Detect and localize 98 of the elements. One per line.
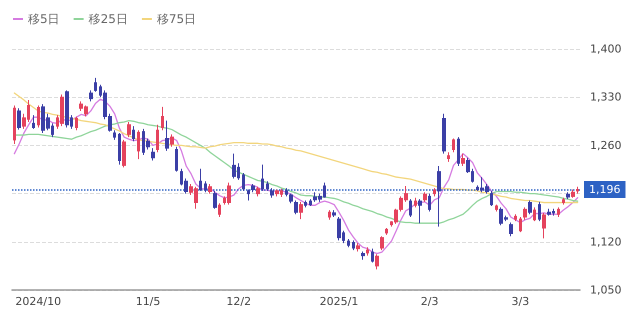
line-series [14, 92, 578, 204]
candlestick [361, 250, 365, 260]
candlestick [94, 77, 97, 92]
candlestick [304, 200, 307, 208]
candlestick [542, 212, 546, 239]
x-tick-label: 2024/10 [15, 295, 62, 308]
candlestick [161, 106, 164, 131]
candlestick [299, 201, 303, 220]
candlestick [442, 113, 446, 154]
line-series [14, 98, 578, 254]
candlestick [122, 139, 126, 168]
candlestick [137, 130, 140, 160]
candlestick [309, 198, 312, 206]
candlestick [132, 126, 135, 142]
candlestick [356, 242, 360, 252]
candlestick [213, 190, 217, 210]
candlestick [75, 116, 78, 131]
candlestick [113, 130, 116, 140]
candlestick [247, 188, 250, 201]
y-tick-label: 1,120 [590, 235, 622, 248]
candlestick [566, 192, 570, 200]
candlestick [118, 132, 121, 166]
candlestick [37, 104, 40, 128]
ref-line-label: 1,196 [589, 182, 620, 196]
candlestick [65, 90, 69, 128]
candlestick [452, 138, 455, 153]
candlestick [270, 188, 274, 198]
candlestick [538, 201, 541, 222]
candlestick [562, 197, 565, 206]
candlestick [328, 210, 331, 220]
candlestick [218, 202, 221, 218]
candlestick [275, 188, 279, 197]
candlestick [60, 94, 64, 127]
candlestick [509, 222, 513, 237]
candlestick [13, 104, 16, 145]
candlestick [199, 168, 202, 192]
candlestick [571, 188, 575, 198]
x-tick-label: 2025/1 [320, 295, 358, 308]
candlestick [89, 90, 93, 102]
y-tick-label: 1,330 [590, 90, 622, 104]
candlestick [576, 186, 579, 194]
candlestick [409, 198, 412, 218]
candlestick [547, 208, 551, 216]
candlestick [227, 182, 231, 206]
candlestick [433, 188, 436, 197]
candlestick [256, 186, 260, 197]
line-series [14, 120, 578, 224]
candlestick [423, 192, 427, 202]
candlestick [127, 121, 131, 138]
candlestick [418, 198, 422, 224]
candlestick [490, 190, 493, 206]
candlestick [557, 206, 560, 218]
candlestick [170, 134, 174, 148]
candlestick [151, 148, 155, 162]
legend-label: 移5日 [28, 12, 60, 26]
candlestick [294, 200, 298, 215]
candlestick [457, 136, 460, 167]
candlestick [380, 236, 384, 251]
candlestick [242, 172, 245, 192]
x-tick-label: 2/3 [420, 295, 438, 308]
candlestick [437, 166, 441, 228]
candlestick [371, 248, 374, 263]
legend-label: 移75日 [156, 12, 196, 26]
candlestick [204, 180, 207, 193]
candlestick [332, 210, 336, 218]
x-tick-label: 3/3 [511, 295, 530, 308]
candlestick [32, 114, 35, 130]
candlestick [261, 164, 264, 192]
candlestick [366, 246, 369, 256]
candlestick [514, 214, 517, 222]
candlestick [375, 254, 379, 270]
candlestick [352, 240, 355, 251]
x-tick-label: 12/2 [226, 295, 252, 308]
y-tick-label: 1,400 [590, 42, 622, 56]
candlestick [447, 152, 450, 162]
candlestick [428, 193, 431, 212]
candlestick [208, 183, 212, 194]
candlestick [495, 204, 498, 212]
candlestick [519, 216, 522, 233]
candlestick [347, 238, 350, 248]
y-tick-label: 1,050 [590, 284, 622, 296]
candlestick [156, 124, 159, 153]
x-tick-label: 11/5 [136, 295, 160, 308]
candlestick [175, 146, 178, 172]
candlestick [414, 197, 417, 208]
candlestick [251, 183, 255, 193]
y-tick-label: 1,260 [590, 138, 622, 152]
candlestick [523, 206, 527, 220]
candlestick [17, 108, 21, 130]
legend-label: 移25日 [88, 12, 128, 26]
candlestick [461, 153, 465, 167]
candlestick [385, 228, 388, 236]
candlestick [337, 216, 341, 241]
candlestick [266, 180, 269, 192]
candlestick [528, 200, 532, 215]
candlestick [232, 153, 236, 179]
candlestick [533, 206, 536, 222]
candlestick [165, 120, 169, 152]
